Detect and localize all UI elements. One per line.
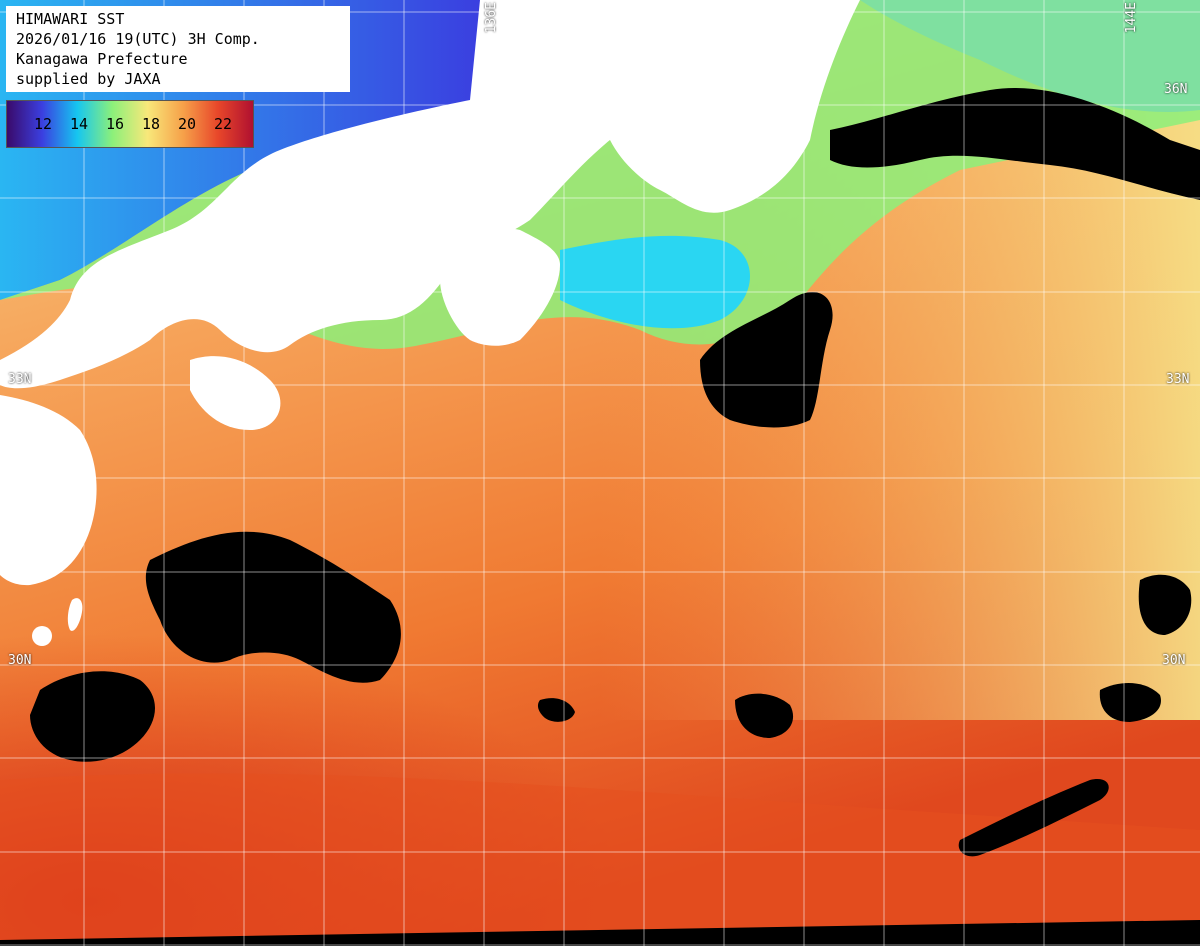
land-kyushu — [0, 395, 97, 586]
ocean-south-band — [0, 773, 1200, 946]
legend-label-12: 12 — [33, 115, 53, 133]
cloud-east-patch — [1138, 574, 1192, 635]
land-tanegashima — [67, 598, 83, 631]
title-line-datetime: 2026/01/16 19(UTC) 3H Comp. — [16, 30, 260, 48]
cloud-mid-small — [537, 698, 575, 722]
land-shikoku — [190, 356, 281, 430]
color-legend: 12 14 16 18 20 22 — [6, 100, 254, 148]
cyan-bay — [560, 235, 750, 329]
cloud-west-cluster — [145, 531, 401, 683]
cloud-east-right — [1099, 683, 1161, 722]
lon-label-144e: 144E — [1124, 2, 1139, 34]
lat-label-33n-left: 33N — [8, 372, 32, 387]
legend-color-ramp — [7, 101, 253, 147]
title-line-region: Kanagawa Prefecture — [16, 50, 188, 68]
lat-label-30n-right: 30N — [1162, 653, 1186, 668]
cloud-southwest — [30, 671, 155, 762]
legend-label-16: 16 — [105, 115, 125, 133]
legend-label-18: 18 — [141, 115, 161, 133]
land-island-small — [32, 626, 52, 646]
info-box: HIMAWARI SST 2026/01/16 19(UTC) 3H Comp.… — [6, 6, 350, 92]
legend-label-22: 22 — [213, 115, 233, 133]
lat-label-30n-left: 30N — [8, 653, 32, 668]
title-line-credit: supplied by JAXA — [16, 70, 161, 88]
lat-label-36n: 36N — [1164, 82, 1188, 97]
lon-label-136e: 136E — [484, 2, 499, 34]
cloud-kanto-coast — [830, 88, 1200, 200]
lat-label-33n-right: 33N — [1166, 372, 1190, 387]
land-kii — [440, 228, 560, 346]
cold-water-northeast — [860, 0, 1200, 112]
land-honshu-central — [600, 0, 860, 213]
cloud-south-edge — [0, 920, 1200, 946]
legend-label-20: 20 — [177, 115, 197, 133]
cloud-izu — [700, 291, 833, 428]
title-line-product: HIMAWARI SST — [16, 10, 125, 28]
cloud-east-streak — [958, 779, 1109, 857]
cloud-mid-patch — [735, 693, 794, 738]
land-honshu-west — [0, 0, 640, 389]
legend-labels: 12 14 16 18 20 22 — [25, 115, 243, 133]
legend-label-14: 14 — [69, 115, 89, 133]
